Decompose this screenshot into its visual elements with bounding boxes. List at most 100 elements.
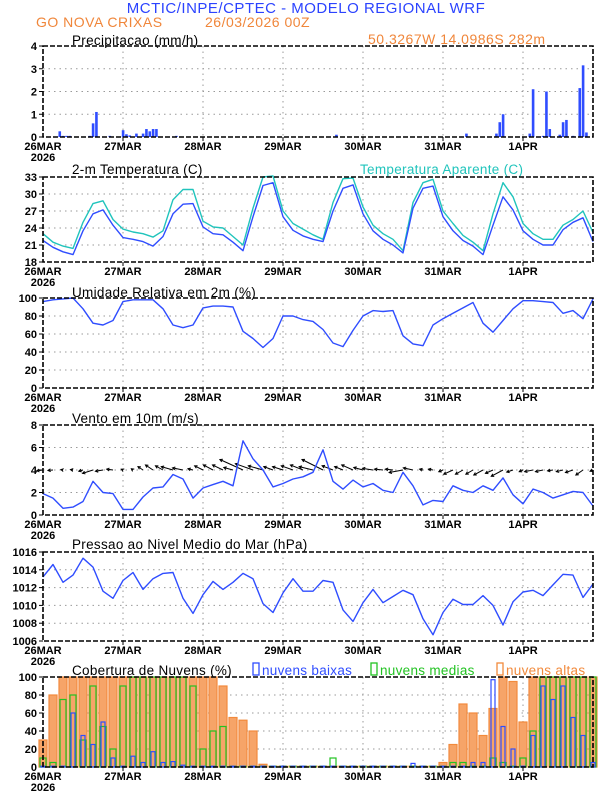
precip-bar xyxy=(125,134,128,137)
x-tick-label: 1APR xyxy=(508,771,537,783)
x-year-label: 2026 xyxy=(31,152,55,164)
wind-arrow-head xyxy=(262,465,267,470)
high-cloud-bar xyxy=(228,716,238,768)
x-tick-label: 28MAR xyxy=(184,266,221,278)
x-tick-label: 27MAR xyxy=(104,141,141,153)
y-tick-label: 100 xyxy=(19,293,37,305)
wind-arrow xyxy=(289,464,304,471)
legend-mid-clouds-swatch xyxy=(370,662,378,676)
y-tick-label: 4 xyxy=(31,465,38,477)
precip-bar xyxy=(465,133,468,137)
y-tick-label: 1012 xyxy=(13,583,37,595)
x-tick-label: 28MAR xyxy=(184,392,221,404)
wind-arrow-shaft xyxy=(491,469,504,477)
x-tick-label: 28MAR xyxy=(184,141,221,153)
wind-arrow xyxy=(120,468,125,472)
y-tick-label: 40 xyxy=(25,347,37,359)
high-cloud-bar xyxy=(248,730,258,768)
wind-arrow-shaft xyxy=(465,469,474,475)
wind-arrow xyxy=(202,464,214,471)
x-tick-label: 27MAR xyxy=(104,392,141,404)
wind-arrow-shaft xyxy=(203,464,214,471)
wind-arrow xyxy=(402,466,414,471)
wind-arrow xyxy=(575,469,584,476)
wind-arrow-head xyxy=(218,458,223,463)
precip-bar xyxy=(528,133,532,137)
y-tick-label: 1010 xyxy=(13,600,37,612)
wind-arrow xyxy=(464,469,474,475)
wind-arrow-head xyxy=(442,471,447,475)
wind-arrow-shaft xyxy=(524,469,534,473)
y-tick-label: 33 xyxy=(25,172,37,184)
panel-frame xyxy=(42,676,594,768)
wind-arrow-shaft xyxy=(161,466,174,471)
high-cloud-bar xyxy=(238,719,248,768)
x-year-label: 2026 xyxy=(31,277,55,289)
wind-arrow-head xyxy=(505,469,510,474)
y-tick-label: 3 xyxy=(31,64,37,76)
wind-arrow-head xyxy=(575,472,579,476)
y-tick-label: 4 xyxy=(31,41,38,53)
precip-bar xyxy=(135,133,138,137)
y-tick-label: 40 xyxy=(25,726,37,738)
wind-arrow-head xyxy=(472,472,477,476)
y-tick-label: 2 xyxy=(31,488,37,500)
x-tick-label: 31MAR xyxy=(424,392,461,404)
wind-arrow xyxy=(555,469,564,473)
pressure-title: Pressao ao Nivel Medio do Mar (hPa) xyxy=(72,537,308,552)
wind-arrow-head xyxy=(301,458,306,463)
y-tick-label: 80 xyxy=(25,311,37,323)
wind-arrow-head xyxy=(154,465,159,469)
wind-arrow xyxy=(193,465,204,471)
wind-arrow-shaft xyxy=(473,469,484,476)
wind-arrow-shaft xyxy=(374,468,384,471)
panel-2: 26MAR 27MAR 28MAR 29MAR 30MAR 31MAR 1APR 2026 0 2… xyxy=(19,293,593,415)
wind-arrow xyxy=(454,469,464,475)
wind-arrow-head xyxy=(186,467,191,472)
wind-arrow-head xyxy=(490,473,495,477)
page-title: MCTIC/INPE/CPTEC - MODELO REGIONAL WRF xyxy=(127,0,485,17)
x-tick-label: 1APR xyxy=(508,141,537,153)
precip-bar xyxy=(95,111,98,137)
y-tick-label: 80 xyxy=(25,690,37,702)
wind-arrow xyxy=(298,465,314,471)
wind-arrow-shaft xyxy=(172,467,184,471)
wind-arrow xyxy=(373,467,384,472)
wind-arrow-shaft xyxy=(223,466,234,471)
y-tick-label: 6 xyxy=(31,443,37,455)
wind-arrow-shaft xyxy=(36,469,44,472)
wind-arrow xyxy=(130,468,135,472)
wind-arrow-head xyxy=(523,469,528,474)
wind-arrow xyxy=(437,469,444,473)
wind-arrow xyxy=(171,466,184,471)
wind-arrow-head xyxy=(427,467,432,472)
wind-arrow xyxy=(546,468,554,473)
wind-arrow-head xyxy=(534,469,539,473)
wind-arrow-head xyxy=(361,466,366,471)
panel-frame xyxy=(42,297,594,389)
wind-arrow xyxy=(35,468,44,473)
wind-arrow-shaft xyxy=(145,464,154,471)
y-tick-label: 100 xyxy=(19,672,37,684)
y-tick-label: 0 xyxy=(31,383,37,395)
x-tick-label: 30MAR xyxy=(344,266,381,278)
wind-arrow-head xyxy=(454,471,459,475)
wind-arrow-head xyxy=(564,469,569,474)
precip-bar xyxy=(128,135,132,137)
pressure-line xyxy=(42,557,594,636)
wind-arrow-head xyxy=(160,465,165,470)
wind-arrow xyxy=(505,469,514,474)
low-cloud-bar xyxy=(160,761,166,768)
precip-bar xyxy=(548,129,552,137)
wind-title: Vento em 10m (m/s) xyxy=(72,411,199,426)
precip-bar xyxy=(121,130,125,137)
wind-speed-line xyxy=(42,440,594,511)
apparent-temperature-line xyxy=(42,175,594,252)
precip-bar xyxy=(531,89,535,137)
x-tick-label: 27MAR xyxy=(104,266,141,278)
wind-arrow xyxy=(160,465,174,471)
panel-frame xyxy=(42,551,594,642)
wind-arrow-head xyxy=(402,466,407,471)
precip-bar xyxy=(91,123,95,137)
wind-arrow-head xyxy=(211,464,216,468)
